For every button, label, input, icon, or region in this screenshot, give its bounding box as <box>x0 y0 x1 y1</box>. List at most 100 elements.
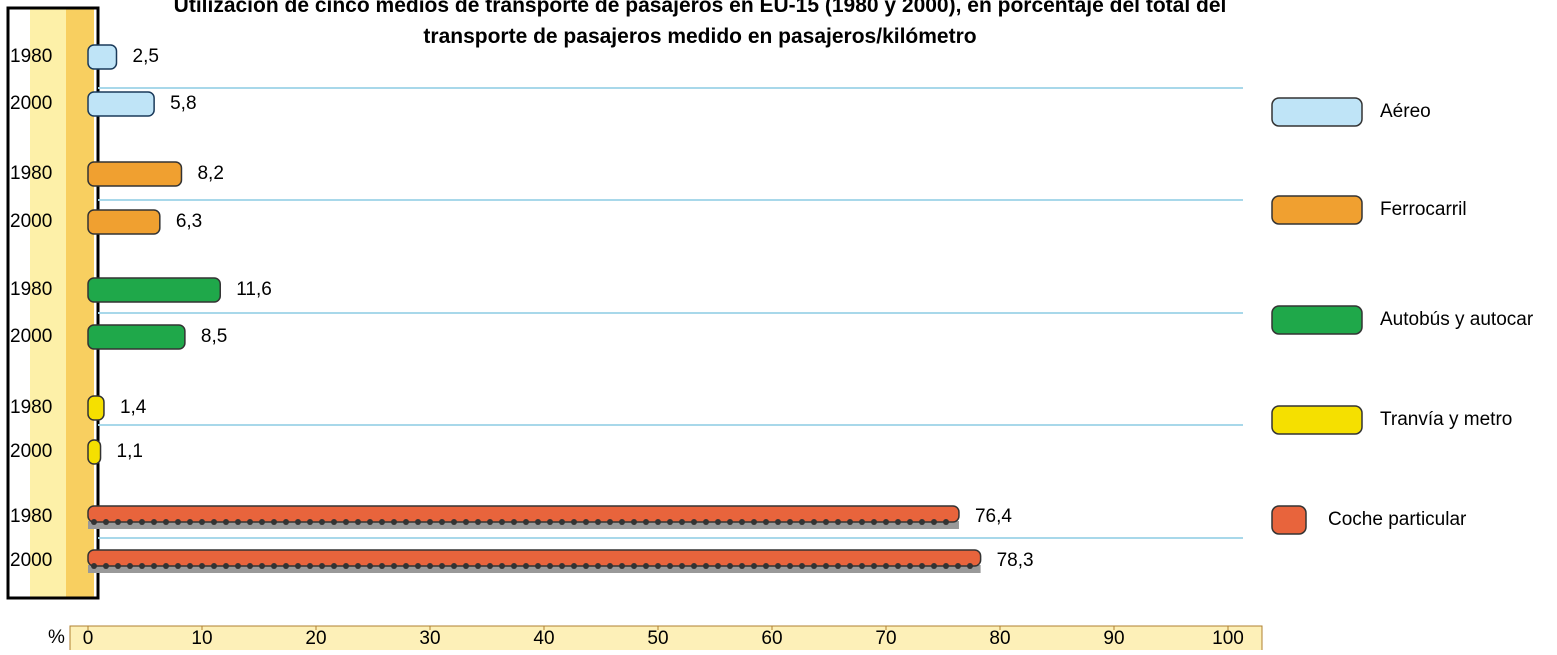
bar <box>87 91 155 117</box>
car-wheel <box>235 563 241 569</box>
car-wheel <box>619 519 625 525</box>
x-tick-label: 40 <box>533 628 554 649</box>
car-wheel <box>91 519 97 525</box>
car-wheel <box>475 519 481 525</box>
car-wheel <box>703 519 709 525</box>
car-wheel <box>151 519 157 525</box>
car-wheel <box>883 519 889 525</box>
car-wheel <box>643 563 649 569</box>
car-wheel <box>439 563 445 569</box>
y-tick-label: 1980 <box>10 46 52 67</box>
car-wheel <box>163 519 169 525</box>
car-wheel <box>379 563 385 569</box>
car-wheel <box>211 563 217 569</box>
car-wheel <box>139 519 145 525</box>
year-stripe <box>30 8 66 598</box>
car-wheel <box>487 519 493 525</box>
bar-shadow <box>88 521 959 529</box>
bar <box>87 505 960 523</box>
car-wheel <box>487 563 493 569</box>
car-wheel <box>691 519 697 525</box>
car-wheel <box>643 519 649 525</box>
car-wheel <box>751 563 757 569</box>
car-wheel <box>655 563 661 569</box>
car-wheel <box>271 519 277 525</box>
car-wheel <box>91 563 97 569</box>
car-wheel <box>547 519 553 525</box>
car-wheel <box>451 519 457 525</box>
y-tick-label: 1980 <box>10 397 52 418</box>
car-wheel <box>127 563 133 569</box>
car-wheel <box>619 563 625 569</box>
legend-icon <box>1271 505 1307 535</box>
car-wheel <box>835 563 841 569</box>
car-wheel <box>355 563 361 569</box>
car-wheel <box>199 563 205 569</box>
car-wheel <box>439 519 445 525</box>
car-wheel <box>559 563 565 569</box>
x-tick-label: 60 <box>761 628 782 649</box>
car-wheel <box>895 563 901 569</box>
car-wheel <box>847 563 853 569</box>
value-label: 1,1 <box>117 441 143 462</box>
car-wheel <box>367 563 373 569</box>
car-wheel <box>223 519 229 525</box>
y-tick-label: 1980 <box>10 279 52 300</box>
legend-icon <box>1271 195 1363 225</box>
car-wheel <box>907 519 913 525</box>
bar <box>87 277 221 303</box>
bar-shadow <box>88 565 981 573</box>
car-wheel <box>343 563 349 569</box>
value-label: 2,5 <box>133 46 159 67</box>
car-wheel <box>331 519 337 525</box>
legend-label: Coche particular <box>1328 509 1467 530</box>
car-wheel <box>319 519 325 525</box>
y-tick-label: 2000 <box>10 441 52 462</box>
car-wheel <box>595 563 601 569</box>
value-label: 76,4 <box>975 506 1012 527</box>
car-wheel <box>739 519 745 525</box>
legend-label: Autobús y autocar <box>1380 309 1534 330</box>
x-tick-label: 10 <box>191 628 212 649</box>
car-wheel <box>679 519 685 525</box>
value-label: 6,3 <box>176 211 202 232</box>
car-wheel <box>787 563 793 569</box>
car-wheel <box>319 563 325 569</box>
y-tick-label: 1980 <box>10 506 52 527</box>
car-wheel <box>775 563 781 569</box>
car-wheel <box>775 519 781 525</box>
car-wheel <box>115 519 121 525</box>
car-wheel <box>607 563 613 569</box>
legend-icon <box>1271 405 1363 435</box>
car-wheel <box>571 563 577 569</box>
car-wheel <box>919 519 925 525</box>
bar <box>87 324 186 350</box>
chart-title: Utilización de cinco medios de transport… <box>173 0 1227 48</box>
value-label: 78,3 <box>997 550 1034 571</box>
car-wheel <box>199 519 205 525</box>
bar <box>87 209 161 235</box>
car-wheel <box>631 519 637 525</box>
car-wheel <box>943 519 949 525</box>
car-wheel <box>763 563 769 569</box>
car-wheel <box>655 519 661 525</box>
car-wheel <box>391 519 397 525</box>
legend-icon <box>1271 97 1363 127</box>
car-wheel <box>139 563 145 569</box>
x-tick-label: 50 <box>647 628 668 649</box>
car-wheel <box>475 563 481 569</box>
car-wheel <box>859 563 865 569</box>
car-wheel <box>547 563 553 569</box>
car-wheel <box>283 563 289 569</box>
car-wheel <box>535 519 541 525</box>
car-wheel <box>175 519 181 525</box>
y-tick-label: 1980 <box>10 163 52 184</box>
car-wheel <box>523 519 529 525</box>
car-wheel <box>175 563 181 569</box>
car-wheel <box>151 563 157 569</box>
car-wheel <box>535 563 541 569</box>
car-wheel <box>847 519 853 525</box>
car-wheel <box>211 519 217 525</box>
y-tick-label: 2000 <box>10 93 52 114</box>
car-wheel <box>271 563 277 569</box>
